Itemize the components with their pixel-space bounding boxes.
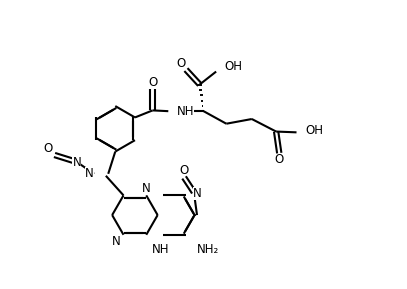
Text: O: O bbox=[179, 164, 189, 177]
Text: O: O bbox=[275, 153, 284, 166]
Text: O: O bbox=[176, 57, 186, 70]
Text: OH: OH bbox=[305, 124, 323, 137]
Text: NH: NH bbox=[177, 105, 195, 118]
Text: O: O bbox=[148, 76, 157, 89]
Text: OH: OH bbox=[225, 60, 243, 73]
Text: NH: NH bbox=[152, 242, 170, 255]
Text: N: N bbox=[85, 167, 94, 180]
Text: N: N bbox=[193, 187, 201, 200]
Text: N: N bbox=[72, 156, 81, 169]
Text: NH₂: NH₂ bbox=[197, 243, 219, 256]
Text: O: O bbox=[43, 142, 53, 155]
Text: N: N bbox=[112, 235, 121, 248]
Text: N: N bbox=[142, 182, 150, 195]
